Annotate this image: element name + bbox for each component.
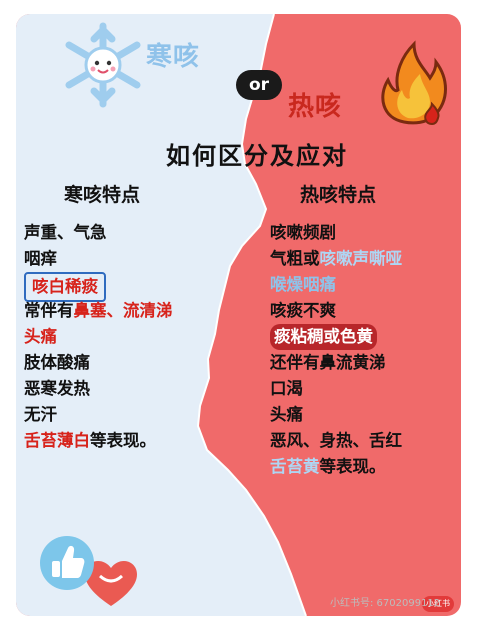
list-item-text: 气粗或 [270, 249, 320, 268]
list-item: 恶寒发热 [24, 379, 90, 398]
page-subtitle: 如何区分及应对 [166, 142, 348, 170]
list-item: 头痛 [24, 327, 57, 346]
brand-logo: 小红书 [422, 596, 454, 612]
watermark: 小红书号: 6702099112 [330, 598, 441, 609]
highlight-text: 舌苔薄白 [24, 431, 90, 450]
list-item-text: 常伴有 [24, 301, 74, 320]
list-item-text: 、 [106, 301, 124, 320]
highlight-text: 咳白稀痰 [24, 272, 106, 302]
list-item: 咳痰不爽 [270, 301, 336, 320]
list-item: 恶风、身热、舌红 [270, 431, 402, 450]
list-item: 还伴有鼻流黄涕 [270, 353, 386, 372]
highlight-text: 舌苔黄 [270, 457, 320, 476]
list-item: 咽痒 [24, 249, 57, 268]
list-item: 舌苔薄白等表现。 [24, 428, 173, 454]
list-item: 舌苔黄等表现。 [270, 454, 402, 480]
highlight-text: 鼻塞 [73, 301, 107, 320]
list-item: 声重、气急 [24, 223, 107, 242]
list-item: 咳嗽频剧 [270, 223, 336, 242]
list-item: 喉燥咽痛 [270, 275, 336, 294]
infographic-card: 寒咳 or 热咳 如何区分及应对 寒咳特点 热咳特点 声重、气急 咽痒 咳白稀痰… [16, 14, 461, 616]
flame-icon [381, 40, 447, 126]
highlight-text: 痰粘稠或色黄 [270, 324, 377, 350]
list-item: 肢体酸痛 [24, 353, 90, 372]
highlight-text: 流清涕 [123, 301, 173, 320]
cold-symptom-list: 声重、气急 咽痒 咳白稀痰 常伴有鼻塞、流清涕 头痛 肢体酸痛 恶寒发热 无汗 … [24, 220, 173, 454]
list-item: 气粗或咳嗽声嘶哑 [270, 246, 402, 272]
highlight-text: 咳嗽声嘶哑 [319, 249, 403, 268]
list-item: 无汗 [24, 405, 57, 424]
list-item: 口渴 [270, 379, 303, 398]
snowflake-icon [65, 22, 141, 108]
list-item-text: 等表现。 [319, 457, 386, 476]
cold-side-background [16, 14, 307, 616]
list-item: 头痛 [270, 405, 303, 424]
or-badge: or [236, 70, 282, 100]
list-item: 痰粘稠或色黄 [270, 324, 402, 350]
cold-cough-title: 寒咳 [146, 42, 201, 72]
hot-symptom-list: 咳嗽频剧 气粗或咳嗽声嘶哑 喉燥咽痛 咳痰不爽 痰粘稠或色黄 还伴有鼻流黄涕 口… [270, 220, 402, 480]
hot-column-heading: 热咳特点 [300, 184, 377, 206]
hot-cough-title: 热咳 [288, 92, 343, 122]
list-item-text: 等表现。 [90, 431, 156, 450]
cold-column-heading: 寒咳特点 [64, 184, 141, 206]
list-item: 咳白稀痰 [24, 272, 173, 302]
list-item: 常伴有鼻塞、流清涕 [24, 298, 173, 324]
heart-icon [85, 560, 137, 606]
thumbs-up-icon [40, 536, 94, 590]
